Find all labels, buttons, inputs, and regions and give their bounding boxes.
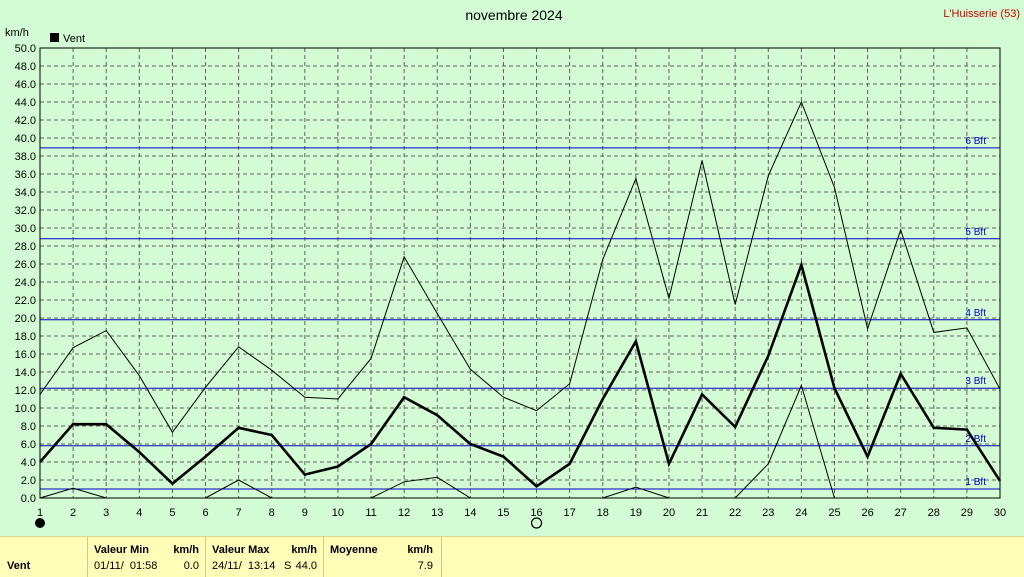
chart: novembre 2024 L'Huisserie (53) km/h Vent… xyxy=(5,7,1020,529)
x-tick-label: 1 xyxy=(37,507,43,519)
max-direction: S xyxy=(284,560,292,572)
beaufort-label: 2 Bft xyxy=(965,434,986,445)
beaufort-label: 4 Bft xyxy=(965,308,986,319)
y-tick-label: 34.0 xyxy=(15,187,36,199)
x-tick-label: 13 xyxy=(431,507,443,519)
beaufort-label: 3 Bft xyxy=(965,376,986,387)
x-tick-label: 3 xyxy=(103,507,109,519)
y-tick-label: 40.0 xyxy=(15,133,36,145)
x-tick-label: 9 xyxy=(302,507,308,519)
plot-frame xyxy=(39,47,1001,499)
axes: 0.0 2.0 4.0 6.0 8.0 10.0 12.0 14.0 16.0 18.0 20.0 2… xyxy=(15,43,1007,519)
x-tick-label: 25 xyxy=(828,507,840,519)
min-header: Valeur Min xyxy=(94,544,150,556)
stats-avg-cell: Moyenne km/h 7.9 xyxy=(324,537,442,577)
max-date: 24/11/ 13:14 xyxy=(212,560,276,572)
x-tick-label: 15 xyxy=(497,507,509,519)
x-tick-label: 20 xyxy=(663,507,675,519)
y-tick-label: 22.0 xyxy=(15,295,36,307)
y-tick-label: 38.0 xyxy=(15,151,36,163)
x-tick-label: 7 xyxy=(236,507,242,519)
moon-phases xyxy=(35,517,543,529)
y-tick-label: 44.0 xyxy=(15,97,36,109)
y-tick-label: 24.0 xyxy=(15,277,36,289)
stats-max-cell: Valeur Max km/h 24/11/ 13:14 S 44.0 xyxy=(206,537,324,577)
beaufort-label: 5 Bft xyxy=(965,227,986,238)
x-tick-label: 4 xyxy=(136,507,142,519)
x-tick-label: 5 xyxy=(169,507,175,519)
y-tick-label: 28.0 xyxy=(15,241,36,253)
y-tick-label: 26.0 xyxy=(15,259,36,271)
max-value: 44.0 xyxy=(295,560,317,572)
y-tick-label: 4.0 xyxy=(21,457,36,469)
x-tick-label: 6 xyxy=(202,507,208,519)
x-tick-label: 21 xyxy=(696,507,708,519)
y-tick-label: 12.0 xyxy=(15,385,36,397)
beaufort-label: 1 Bft xyxy=(965,477,986,488)
avg-value: 7.9 xyxy=(417,560,433,572)
stats-min-cell: Valeur Min km/h 01/11/ 01:58 0.0 xyxy=(88,537,206,577)
y-tick-label: 36.0 xyxy=(15,169,36,181)
y-tick-label: 46.0 xyxy=(15,79,36,91)
x-tick-label: 16 xyxy=(530,507,542,519)
x-tick-label: 29 xyxy=(961,507,973,519)
x-tick-label: 23 xyxy=(762,507,774,519)
legend-swatch xyxy=(50,33,59,42)
x-tick-label: 10 xyxy=(332,507,344,519)
max-unit: km/h xyxy=(291,544,317,556)
min-unit: km/h xyxy=(173,544,199,556)
y-tick-label: 2.0 xyxy=(21,475,36,487)
y-axis-unit: km/h xyxy=(5,27,29,39)
x-tick-label: 12 xyxy=(398,507,410,519)
x-tick-label: 28 xyxy=(928,507,940,519)
station-name: L'Huisserie (53) xyxy=(943,8,1020,20)
y-tick-label: 20.0 xyxy=(15,313,36,325)
stats-footer: Vent Valeur Min km/h 01/11/ 01:58 0.0 Va… xyxy=(0,536,1024,577)
y-tick-label: 0.0 xyxy=(21,493,36,505)
y-tick-label: 10.0 xyxy=(15,403,36,415)
beaufort-lines: 1 Bft 2 Bft 3 Bft 4 Bft 5 Bft 6 Bft xyxy=(40,136,1000,490)
y-tick-label: 14.0 xyxy=(15,367,36,379)
min-value: 0.0 xyxy=(183,560,199,572)
y-tick-label: 32.0 xyxy=(15,205,36,217)
x-tick-label: 8 xyxy=(269,507,275,519)
max-header: Valeur Max xyxy=(212,544,270,556)
y-tick-label: 18.0 xyxy=(15,331,36,343)
y-tick-label: 42.0 xyxy=(15,115,36,127)
series-line-min xyxy=(39,384,1000,499)
y-tick-label: 6.0 xyxy=(21,439,36,451)
min-date: 01/11/ 01:58 xyxy=(94,560,158,572)
avg-unit: km/h xyxy=(407,544,433,556)
x-tick-label: 18 xyxy=(597,507,609,519)
x-tick-label: 27 xyxy=(895,507,907,519)
x-tick-label: 11 xyxy=(365,507,376,519)
y-tick-label: 16.0 xyxy=(15,349,36,361)
series-line-max xyxy=(39,100,1001,434)
x-tick-label: 2 xyxy=(70,507,76,519)
stats-row-label-cell: Vent xyxy=(0,537,88,577)
x-tick-label: 17 xyxy=(564,507,576,519)
y-tick-label: 50.0 xyxy=(15,43,36,55)
x-tick-label: 24 xyxy=(795,507,807,519)
chart-title: novembre 2024 xyxy=(465,7,563,23)
avg-header: Moyenne xyxy=(330,544,378,556)
stats-row-label: Vent xyxy=(7,560,31,572)
beaufort-label: 6 Bft xyxy=(965,136,986,147)
new-moon-icon xyxy=(35,518,45,528)
x-tick-label: 26 xyxy=(861,507,873,519)
series-line-mean xyxy=(39,260,1002,488)
full-moon-icon xyxy=(530,517,543,529)
legend-label: Vent xyxy=(63,33,85,45)
y-tick-label: 48.0 xyxy=(15,61,36,73)
y-tick-label: 30.0 xyxy=(15,223,36,235)
x-tick-label: 30 xyxy=(994,507,1006,519)
y-tick-label: 8.0 xyxy=(21,421,36,433)
x-tick-label: 19 xyxy=(630,507,642,519)
x-tick-label: 14 xyxy=(464,507,476,519)
x-tick-label: 22 xyxy=(729,507,741,519)
